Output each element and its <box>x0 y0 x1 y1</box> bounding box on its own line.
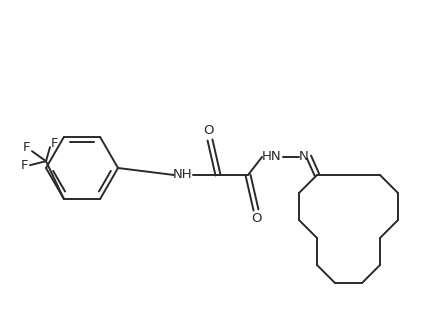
Text: NH: NH <box>173 168 193 181</box>
Text: O: O <box>252 212 262 226</box>
Text: F: F <box>50 137 58 150</box>
Text: F: F <box>22 141 30 154</box>
Text: F: F <box>20 159 28 172</box>
Text: O: O <box>204 125 214 137</box>
Text: HN: HN <box>262 150 282 163</box>
Text: N: N <box>299 150 309 163</box>
